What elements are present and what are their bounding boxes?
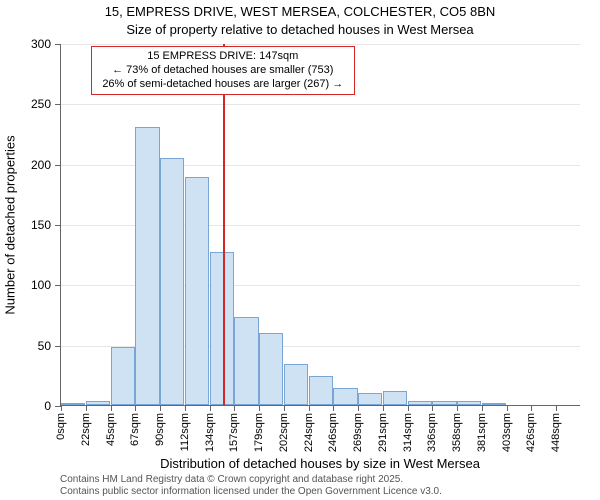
x-tick (507, 405, 508, 411)
histogram-bar (185, 177, 209, 405)
annotation-smaller: ← 73% of detached houses are smaller (75… (98, 64, 348, 78)
x-tick-label: 202sqm (278, 413, 290, 452)
histogram-bar (358, 393, 382, 405)
y-tick (55, 346, 61, 347)
x-tick-label: 67sqm (129, 413, 141, 446)
histogram-bar (234, 317, 258, 405)
x-tick-label: 134sqm (204, 413, 216, 452)
x-tick (556, 405, 557, 411)
x-tick (309, 405, 310, 411)
chart-title-address: 15, EMPRESS DRIVE, WEST MERSEA, COLCHEST… (0, 4, 600, 19)
x-tick (284, 405, 285, 411)
y-tick-label: 200 (31, 158, 51, 172)
histogram-bar (457, 401, 481, 405)
y-tick-label: 250 (31, 97, 51, 111)
chart-title-subtitle: Size of property relative to detached ho… (0, 22, 600, 37)
x-tick-label: 336sqm (426, 413, 438, 452)
y-tick (55, 285, 61, 286)
x-tick-label: 112sqm (179, 413, 191, 451)
gridline (61, 44, 580, 45)
x-tick-label: 0sqm (55, 413, 67, 440)
histogram-bar (309, 376, 333, 405)
histogram-bar (210, 252, 234, 405)
x-tick (111, 405, 112, 411)
x-tick (408, 405, 409, 411)
x-tick-label: 426sqm (525, 413, 537, 452)
x-tick-label: 22sqm (80, 413, 92, 446)
attribution-line2: Contains public sector information licen… (60, 486, 442, 497)
histogram-bar (432, 401, 456, 405)
attribution-line1: Contains HM Land Registry data © Crown c… (60, 474, 403, 485)
y-tick-label: 300 (31, 37, 51, 51)
x-tick (482, 405, 483, 411)
x-tick (531, 405, 532, 411)
x-tick-label: 157sqm (228, 413, 240, 452)
x-tick-label: 179sqm (253, 413, 265, 452)
x-tick (61, 405, 62, 411)
property-size-chart: 15, EMPRESS DRIVE, WEST MERSEA, COLCHEST… (0, 0, 600, 500)
y-tick-label: 50 (38, 339, 51, 353)
gridline (61, 104, 580, 105)
reference-annotation: 15 EMPRESS DRIVE: 147sqm ← 73% of detach… (91, 46, 355, 95)
x-tick (210, 405, 211, 411)
x-tick-label: 403sqm (501, 413, 513, 452)
x-axis-label: Distribution of detached houses by size … (60, 456, 580, 471)
x-tick-label: 448sqm (550, 413, 562, 452)
histogram-bar (482, 403, 506, 405)
histogram-bar (259, 333, 283, 405)
x-tick-label: 381sqm (476, 413, 488, 452)
x-tick (185, 405, 186, 411)
y-tick-label: 150 (31, 218, 51, 232)
x-tick-label: 358sqm (451, 413, 463, 452)
y-tick (55, 165, 61, 166)
histogram-bar (333, 388, 357, 405)
x-tick-label: 269sqm (352, 413, 364, 452)
y-tick (55, 225, 61, 226)
x-tick (135, 405, 136, 411)
y-tick (55, 44, 61, 45)
y-tick-label: 100 (31, 278, 51, 292)
x-tick (86, 405, 87, 411)
x-tick (358, 405, 359, 411)
histogram-bar (284, 364, 308, 405)
x-tick (234, 405, 235, 411)
x-tick (383, 405, 384, 411)
reference-line (223, 44, 225, 405)
histogram-bar (160, 158, 184, 405)
x-tick-label: 90sqm (154, 413, 166, 446)
x-tick (160, 405, 161, 411)
y-axis-label: Number of detached properties (3, 135, 18, 314)
x-tick (457, 405, 458, 411)
y-tick (55, 104, 61, 105)
x-tick (333, 405, 334, 411)
histogram-bar (61, 403, 85, 405)
plot-area: 0501001502002503000sqm22sqm45sqm67sqm90s… (60, 44, 580, 406)
x-tick-label: 224sqm (303, 413, 315, 452)
x-tick-label: 246sqm (327, 413, 339, 452)
x-tick (259, 405, 260, 411)
x-tick-label: 291sqm (377, 413, 389, 452)
histogram-bar (86, 401, 110, 405)
annotation-larger: 26% of semi-detached houses are larger (… (98, 78, 348, 92)
histogram-bar (111, 347, 135, 405)
x-tick-label: 45sqm (105, 413, 117, 446)
y-tick-label: 0 (44, 399, 51, 413)
x-tick-label: 314sqm (402, 413, 414, 452)
x-tick (432, 405, 433, 411)
histogram-bar (135, 127, 159, 405)
annotation-property: 15 EMPRESS DRIVE: 147sqm (98, 50, 348, 64)
histogram-bar (408, 401, 432, 405)
histogram-bar (383, 391, 407, 405)
